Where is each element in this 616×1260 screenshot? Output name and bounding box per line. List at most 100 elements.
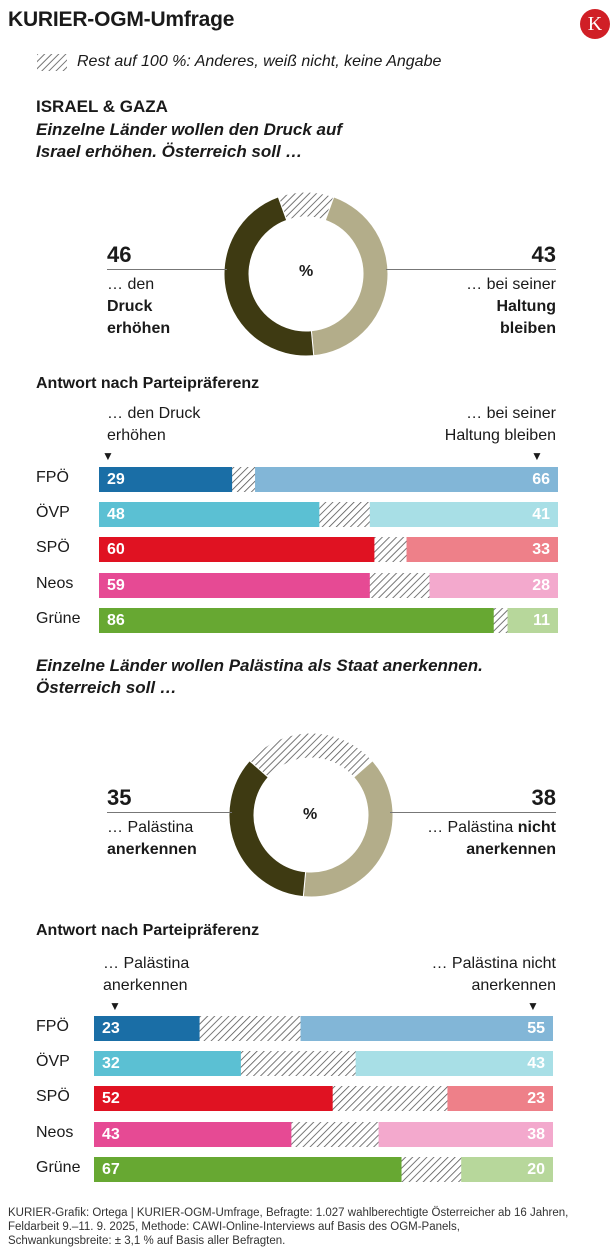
bar-segment-left (99, 607, 494, 633)
stacked-bar: 67 20 (94, 1156, 553, 1182)
bar-graphic (99, 572, 558, 598)
divider-line (107, 812, 232, 813)
arrow-down-icon: ▼ (109, 999, 121, 1013)
donut-slice-nicht-anerkennen (302, 760, 394, 898)
bar-segment-left (94, 1051, 241, 1077)
label-left-palestine: … Palästina anerkennen (107, 817, 197, 861)
bar-graphic (99, 467, 558, 492)
column-head-line: erhöhen (107, 427, 166, 444)
value-right-palestine: 38 (531, 785, 556, 810)
bar-value-right: 41 (532, 506, 550, 524)
column-head-line: anerkennen (103, 977, 188, 994)
stacked-bar: 43 38 (94, 1121, 553, 1147)
bar-value-left: 60 (107, 541, 125, 559)
party-label: Grüne (36, 1158, 81, 1176)
party-label: Neos (36, 1123, 74, 1141)
footnote-line: KURIER-Grafik: Ortega | KURIER-OGM-Umfra… (8, 1207, 569, 1219)
donut-slice-druck-erhoehen (223, 196, 315, 357)
divider-line (107, 269, 227, 270)
label-line: anerkennen (107, 841, 197, 858)
bar-segment-left (94, 1156, 402, 1182)
party-heading: Antwort nach Parteipräferenz (36, 922, 260, 939)
bar-value-left: 86 (107, 611, 125, 629)
arrow-down-icon: ▼ (531, 449, 543, 463)
label-line: Haltung (496, 298, 556, 315)
donut-slice-rest (248, 732, 374, 779)
party-label: SPÖ (36, 1088, 70, 1106)
bar-value-left: 43 (102, 1125, 120, 1143)
topic-heading: ISRAEL & GAZA (36, 97, 168, 116)
bar-segment-right (355, 1051, 553, 1077)
bar-segment-right (378, 1121, 553, 1147)
label-line: erhöhen (107, 320, 171, 337)
column-head-line: … Palästina (103, 955, 190, 972)
column-head-right: … Palästina nicht anerkennen (431, 953, 556, 997)
bar-value-left: 29 (107, 471, 125, 488)
bar-segment-left (99, 572, 370, 598)
label-left-israel: … den Druck erhöhen (107, 274, 170, 340)
bar-segment-right (429, 572, 558, 598)
hatch-legend-swatch (37, 54, 67, 71)
bar-value-right: 43 (527, 1055, 545, 1073)
bar-graphic (99, 537, 558, 563)
bar-value-right: 55 (527, 1020, 545, 1037)
bar-segment-left (99, 467, 233, 492)
stacked-bar: 52 23 (94, 1086, 553, 1112)
donut-chart-israel (223, 191, 389, 357)
bar-value-right: 66 (532, 471, 550, 488)
donut-percent-label: % (299, 263, 314, 280)
bar-segment-right (369, 502, 558, 528)
column-head-line: Haltung bleiben (444, 427, 556, 444)
column-head-line: … Palästina nicht (431, 955, 556, 972)
question-israel: Einzelne Länder wollen den Druck auf Isr… (36, 119, 342, 163)
value-left-palestine: 35 (107, 785, 132, 810)
party-label: ÖVP (36, 504, 70, 522)
bar-value-right: 23 (527, 1090, 545, 1108)
bar-value-right: 33 (532, 541, 550, 559)
value-right-israel: 43 (531, 242, 556, 267)
stacked-bar: 59 28 (99, 572, 558, 598)
bar-segment-left (94, 1086, 333, 1112)
label-line: … den (107, 276, 155, 293)
bar-graphic (94, 1156, 553, 1182)
donut-percent-label: % (303, 806, 318, 823)
bar-value-left: 23 (102, 1020, 120, 1037)
bar-segment-right (300, 1016, 553, 1041)
arrow-down-icon: ▼ (527, 999, 539, 1013)
bar-segment-left (99, 537, 375, 563)
bar-value-left: 59 (107, 576, 125, 594)
label-line: bleiben (499, 320, 556, 337)
bar-graphic (99, 607, 558, 633)
bar-graphic (94, 1016, 553, 1041)
column-head-line: … den Druck (107, 405, 201, 422)
label-text: … Palästina (427, 819, 514, 836)
legend-text: Rest auf 100 %: Anderes, weiß nicht, kei… (77, 53, 442, 70)
bar-value-left: 32 (102, 1055, 120, 1073)
bar-value-left: 48 (107, 506, 125, 524)
label-line: … bei seiner (466, 276, 556, 293)
page-title: KURIER-OGM-Umfrage (8, 8, 235, 31)
label-line: … Palästina (107, 819, 194, 836)
bar-value-right: 11 (533, 611, 550, 629)
bar-segment-right (461, 1156, 553, 1182)
label-line: anerkennen (466, 841, 556, 858)
footnote-line: Schwankungsbreite: ± 3,1 % auf Basis all… (8, 1235, 286, 1247)
donut-chart-palestine (228, 732, 394, 898)
source-footnote: KURIER-Grafik: Ortega | KURIER-OGM-Umfra… (8, 1206, 608, 1248)
bar-value-left: 52 (102, 1090, 120, 1108)
value-left-israel: 46 (107, 242, 132, 267)
footnote-line: Feldarbeit 9.–11. 9. 2025, Methode: CAWI… (8, 1221, 460, 1233)
bar-segment-right (255, 467, 558, 492)
bar-value-left: 67 (102, 1160, 120, 1178)
question-line: Israel erhöhen. Österreich soll … (36, 142, 303, 161)
bar-value-right: 20 (527, 1160, 545, 1178)
divider-line (390, 812, 556, 813)
column-head-left: … Palästina anerkennen (103, 953, 189, 997)
bar-segment-left (94, 1016, 200, 1041)
question-palestine: Einzelne Länder wollen Palästina als Sta… (36, 655, 483, 699)
party-heading: Antwort nach Parteipräferenz (36, 375, 260, 392)
divider-line (386, 269, 556, 270)
label-right-palestine: … Palästina nicht anerkennen (427, 817, 556, 861)
question-line: Österreich soll … (36, 678, 177, 697)
stacked-bar: 23 55 (94, 1016, 553, 1041)
